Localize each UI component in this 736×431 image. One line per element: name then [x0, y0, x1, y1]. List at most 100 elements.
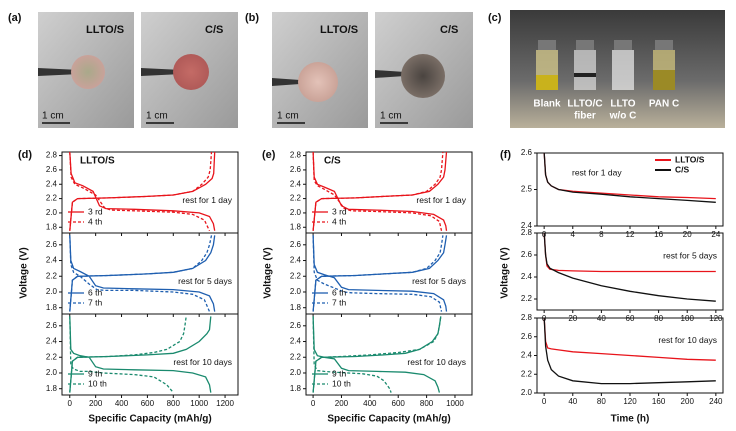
panel-b: (b) LLTO/S 1 cm C/S 1 cm — [245, 12, 473, 128]
y-tick-label: 2.4 — [521, 351, 533, 360]
legend-label: 4 th — [332, 216, 346, 226]
inset-label: C/S — [324, 156, 341, 167]
y-tick-label: 2.6 — [46, 240, 58, 249]
y-tick-label: 2.2 — [521, 369, 533, 378]
legend-label: 10 th — [88, 378, 107, 388]
x-tick-label: 800 — [167, 399, 181, 408]
panel-label: (c) — [488, 12, 502, 24]
inset-label: LLTO/S — [80, 156, 115, 167]
curve — [312, 235, 444, 312]
vial-label: PAN C — [649, 99, 679, 110]
y-tick-label: 2.2 — [46, 194, 58, 203]
tweezers — [141, 68, 182, 76]
x-tick-label: 1200 — [216, 399, 234, 408]
photo-label: C/S — [205, 24, 223, 36]
x-tick-label: 1000 — [190, 399, 208, 408]
tweezers — [375, 70, 405, 78]
vial-label: LLTO — [610, 99, 635, 110]
legend-label: 6 th — [332, 287, 346, 297]
curve — [543, 317, 716, 361]
curve — [312, 316, 442, 393]
annotation: rest for 10 days — [407, 357, 466, 367]
annotation: rest for 10 days — [173, 357, 232, 367]
disc — [298, 62, 338, 102]
y-tick-label: 2.0 — [46, 208, 58, 217]
x-tick-label: 0 — [68, 399, 73, 408]
plot-frame — [61, 313, 239, 396]
x-axis-label: Specific Capacity (mAh/g) — [88, 414, 211, 425]
vial-label: w/o C — [609, 111, 637, 122]
photo-label: LLTO/S — [86, 24, 124, 36]
x-tick-label: 40 — [597, 314, 606, 323]
x-tick-label: 200 — [335, 399, 349, 408]
y-tick-label: 2.4 — [290, 256, 302, 265]
photo-label: LLTO/S — [320, 24, 358, 36]
y-tick-label: 2.8 — [46, 151, 58, 160]
y-axis-label: Voltage (V) — [500, 247, 511, 298]
vials — [536, 40, 675, 90]
y-tick-label: 2.0 — [290, 287, 302, 296]
x-axis-label: Time (h) — [611, 414, 650, 425]
y-tick-label: 2.2 — [46, 271, 58, 280]
y-tick-label: 2.5 — [521, 185, 533, 194]
y-tick-label: 2.4 — [290, 337, 302, 346]
legend-label: C/S — [675, 164, 690, 174]
curve — [69, 151, 213, 232]
panel-label: (d) — [18, 149, 32, 161]
y-tick-label: 2.0 — [46, 368, 58, 377]
legend-label: 6 th — [88, 287, 102, 297]
y-tick-label: 2.4 — [46, 256, 58, 265]
curve — [543, 152, 716, 203]
x-axis-label: Specific Capacity (mAh/g) — [327, 414, 450, 425]
x-tick-label: 600 — [141, 399, 155, 408]
legend-label: 9 th — [332, 368, 346, 378]
y-axis-label: Voltage (V) — [263, 247, 274, 298]
vial-label: Blank — [533, 99, 561, 110]
panel-label: (e) — [262, 149, 276, 161]
disc — [71, 55, 105, 89]
x-tick-label: 80 — [654, 314, 663, 323]
scale-label: 1 cm — [146, 111, 168, 122]
legend-label: 3 rd — [88, 206, 103, 216]
y-tick-label: 2.6 — [521, 250, 533, 259]
x-tick-label: 0 — [542, 397, 547, 406]
scale-label: 1 cm — [380, 111, 402, 122]
y-tick-label: 2.4 — [521, 221, 533, 230]
y-axis-label: Voltage (V) — [19, 247, 30, 298]
y-tick-label: 2.6 — [46, 165, 58, 174]
x-tick-label: 200 — [681, 397, 695, 406]
x-tick-label: 240 — [709, 397, 723, 406]
y-tick-label: 2.0 — [521, 388, 533, 397]
legend-label: 9 th — [88, 368, 102, 378]
y-tick-label: 2.6 — [290, 240, 302, 249]
vial-label: fiber — [574, 111, 596, 122]
y-tick-label: 2.6 — [521, 148, 533, 157]
y-tick-label: 2.6 — [46, 321, 58, 330]
y-tick-label: 1.8 — [290, 303, 302, 312]
photo-label: C/S — [440, 24, 458, 36]
plot-frame — [305, 313, 473, 396]
legend-label: 7 th — [332, 297, 346, 307]
panel-label: (f) — [500, 149, 511, 161]
disc — [401, 54, 445, 98]
y-tick-label: 2.4 — [46, 337, 58, 346]
y-tick-label: 2.0 — [290, 368, 302, 377]
curve — [312, 151, 444, 231]
x-tick-label: 80 — [597, 397, 606, 406]
y-tick-label: 2.2 — [290, 194, 302, 203]
y-tick-label: 1.8 — [290, 222, 302, 231]
y-tick-label: 2.2 — [290, 352, 302, 361]
curve — [69, 316, 187, 394]
y-tick-label: 2.4 — [290, 179, 302, 188]
annotation: rest for 5 days — [412, 276, 466, 286]
tweezers — [272, 78, 300, 86]
x-tick-label: 24 — [711, 230, 720, 239]
x-tick-label: 400 — [363, 399, 377, 408]
x-tick-label: 160 — [652, 397, 666, 406]
y-tick-label: 2.4 — [46, 179, 58, 188]
x-tick-label: 12 — [626, 230, 635, 239]
x-tick-label: 8 — [599, 230, 604, 239]
y-tick-label: 2.2 — [290, 271, 302, 280]
y-tick-label: 2.6 — [290, 165, 302, 174]
